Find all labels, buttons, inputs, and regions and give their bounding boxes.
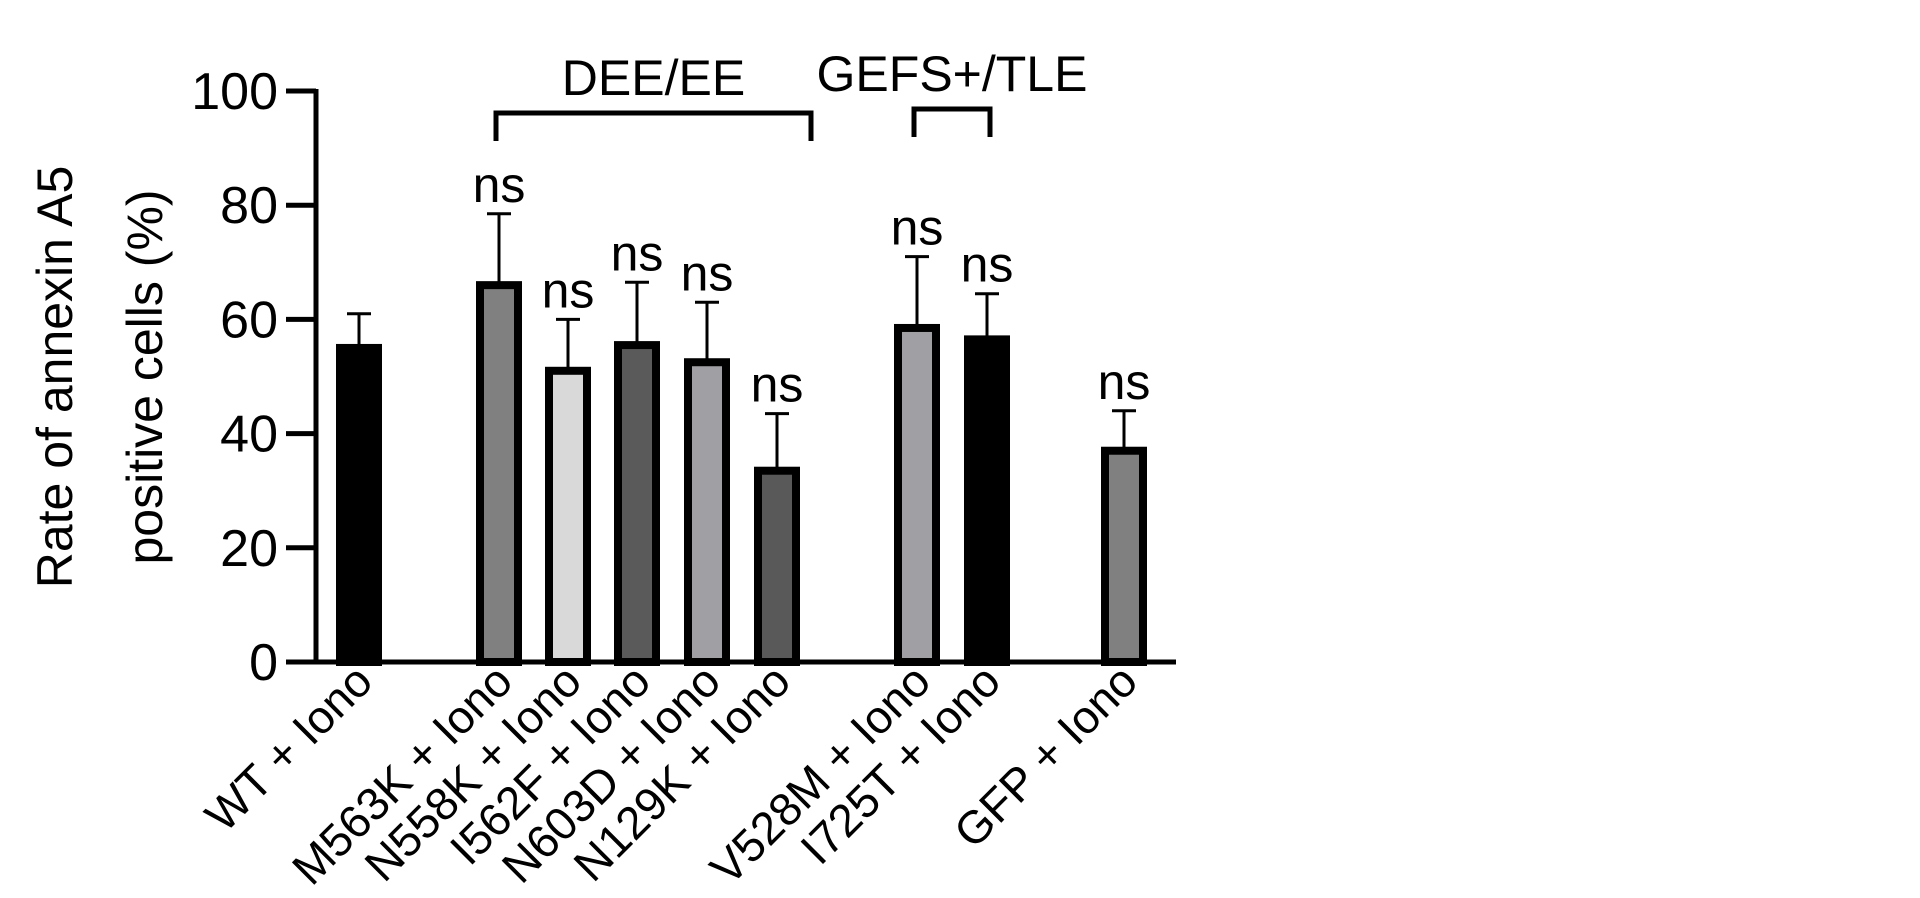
bars [336, 281, 1147, 667]
significance-label: ns [542, 262, 595, 318]
y-tick-label: 100 [191, 63, 278, 121]
group-label: DEE/EE [562, 50, 745, 106]
bar [684, 358, 730, 666]
y-tick-label: 0 [249, 634, 278, 692]
y-axis-label-line-2: positive cells (%) [117, 189, 173, 564]
bar [614, 341, 660, 666]
y-tick-label: 40 [220, 406, 278, 464]
significance-label: ns [611, 225, 664, 281]
significance-label: ns [1098, 354, 1151, 410]
group-bracket [911, 106, 993, 137]
group-brackets: DEE/EE GEFS+/TLE [493, 46, 1088, 141]
error-bars [347, 212, 1136, 471]
bar [964, 335, 1010, 666]
significance-label: ns [891, 200, 944, 256]
bar [894, 323, 940, 666]
significance-label: ns [961, 237, 1014, 293]
group-bracket [493, 110, 814, 141]
bar [545, 366, 591, 666]
bar [336, 343, 382, 666]
y-tick-label: 20 [220, 520, 278, 578]
group-label: GEFS+/TLE [817, 46, 1088, 102]
bar [754, 466, 800, 666]
bar [476, 281, 522, 666]
significance-label: ns [751, 357, 804, 413]
bar [1101, 446, 1147, 667]
y-tick-label: 80 [220, 177, 278, 235]
y-axis: 0 20 40 60 80 100 [191, 63, 319, 692]
significance-label: ns [473, 157, 526, 213]
y-axis-label-line-1: Rate of annexin A5 [27, 166, 83, 589]
y-tick-label: 60 [220, 291, 278, 349]
significance-label: ns [681, 245, 734, 301]
